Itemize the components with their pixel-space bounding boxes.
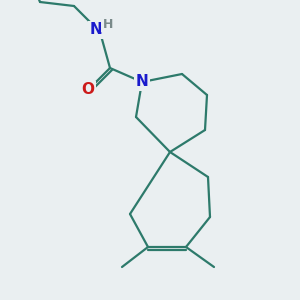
Text: N: N: [90, 22, 102, 38]
Text: H: H: [103, 17, 113, 31]
Text: N: N: [136, 74, 148, 89]
Text: O: O: [82, 82, 94, 98]
